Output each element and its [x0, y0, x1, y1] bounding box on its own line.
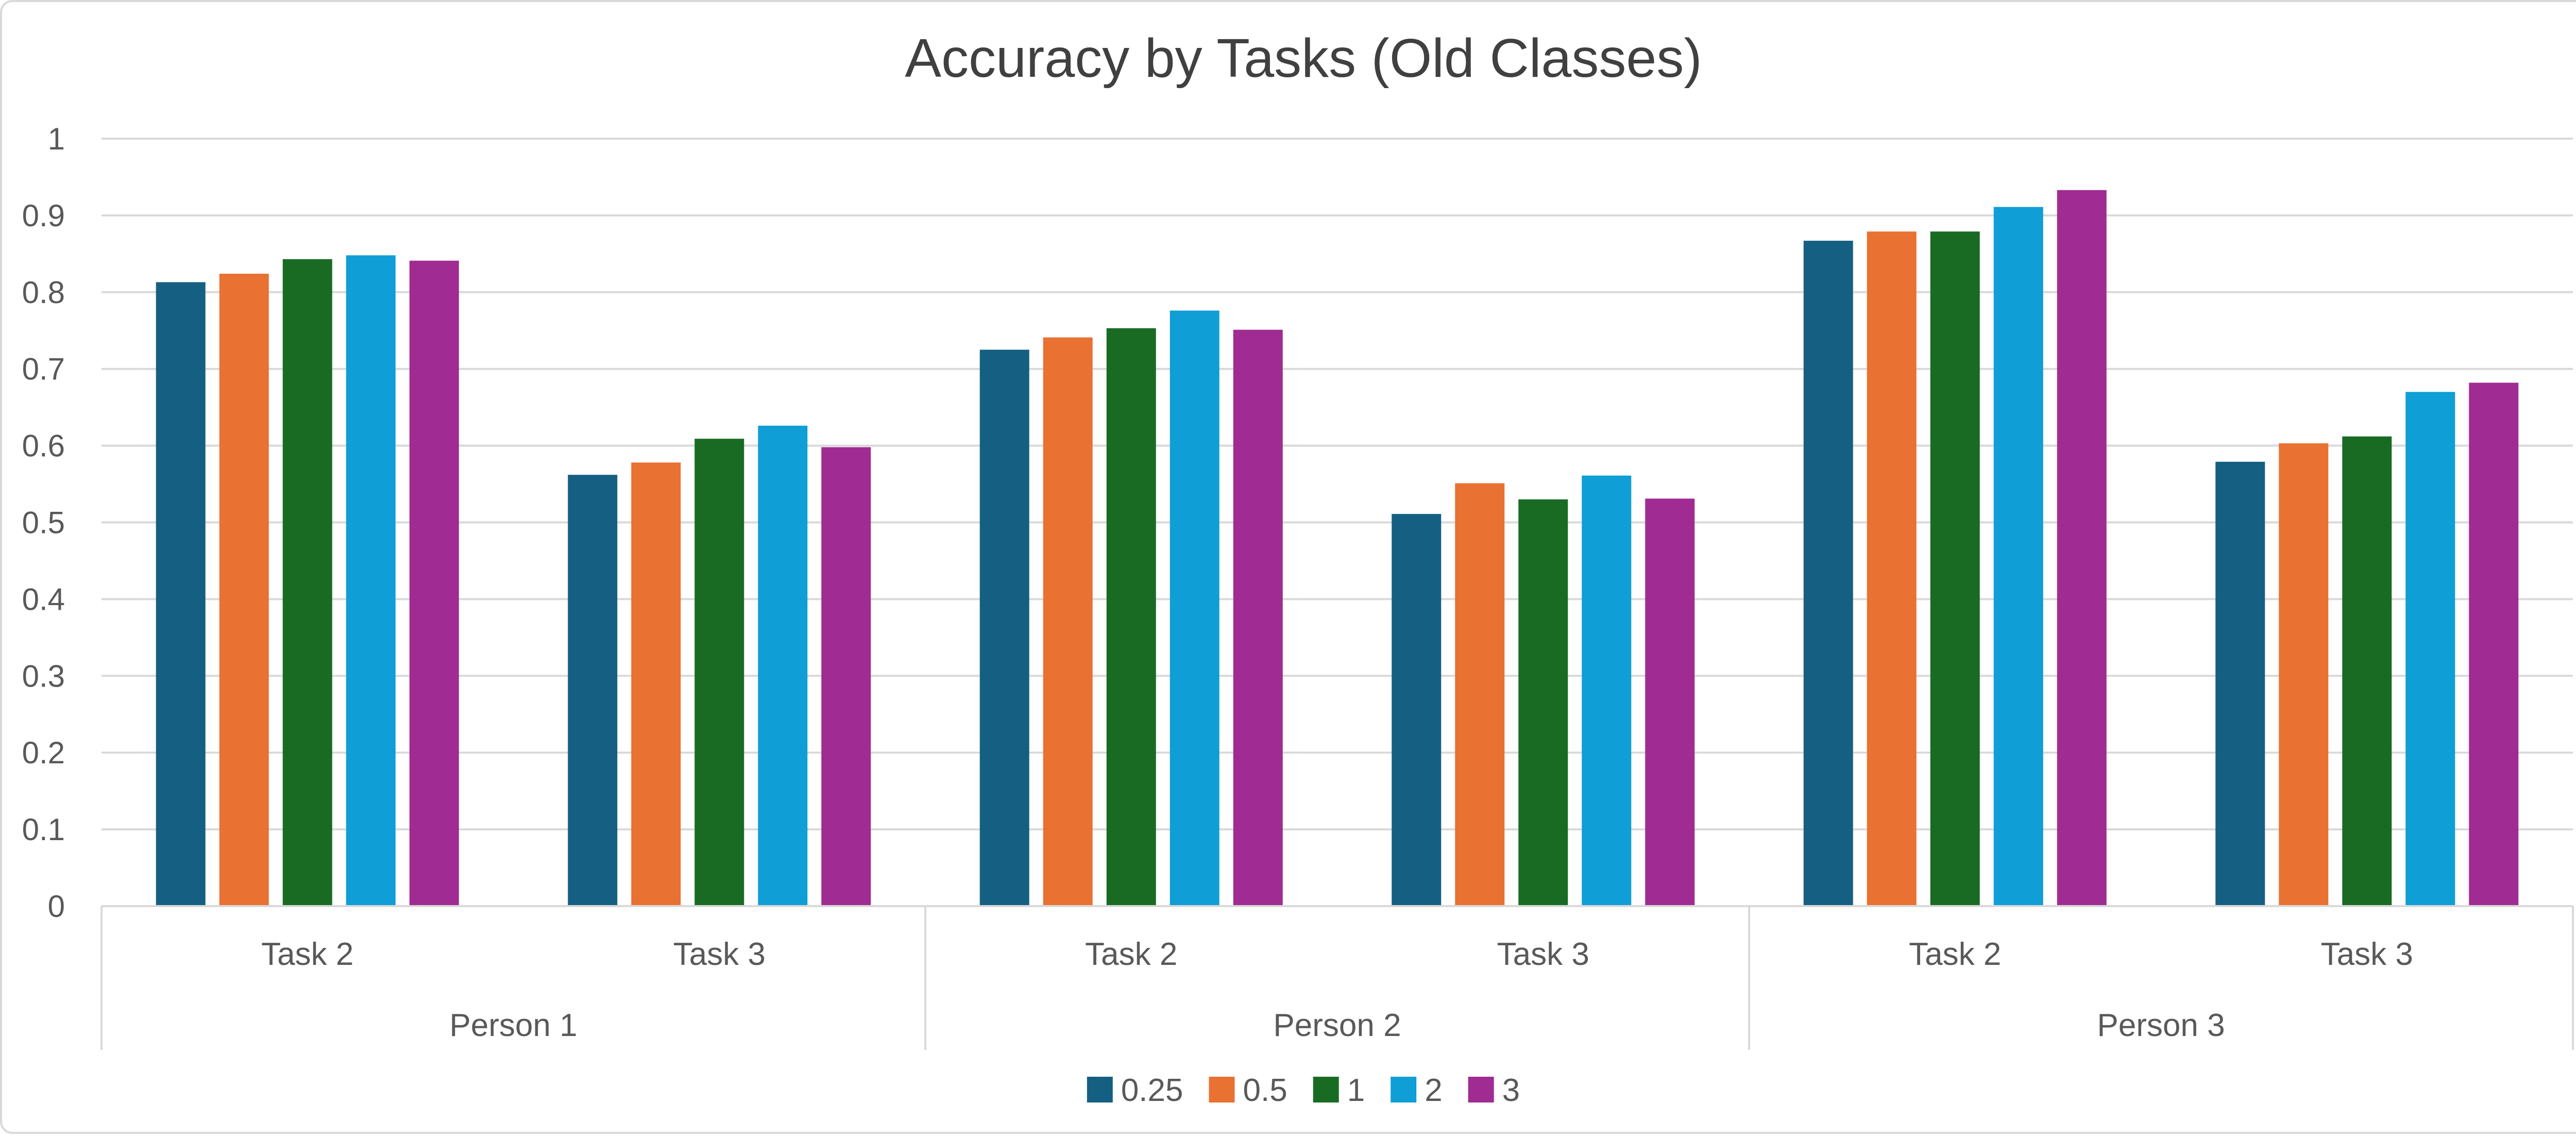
bar-3-task-2	[1233, 329, 1283, 906]
chart-title: Accuracy by Tasks (Old Classes)	[905, 28, 1702, 89]
y-tick-label: 0.4	[22, 582, 65, 616]
bar-1-task-3	[1518, 499, 1568, 906]
legend-swatch-0.25	[1087, 1077, 1113, 1102]
bar-3-task-3	[821, 447, 871, 906]
bar-0.5-task-3	[1455, 483, 1505, 906]
bar-3-task-2	[409, 260, 459, 907]
bar-0.25-task-3	[2215, 461, 2265, 906]
x-tick-label: Task 2	[1909, 937, 2001, 972]
legend: 0.25 0.5 1 2 3	[1087, 1073, 1520, 1108]
x-tick-label: Task 2	[1085, 937, 1177, 972]
bar-3-task-2	[2057, 190, 2107, 907]
x-tick-label: Task 3	[2321, 937, 2413, 972]
bar-1-task-3	[2342, 436, 2392, 906]
y-tick-label: 0.1	[22, 812, 65, 847]
legend-label: 2	[1425, 1073, 1442, 1108]
bar-2-task-3	[758, 425, 808, 906]
bar-0.25-task-3	[1392, 514, 1442, 906]
bar-2-task-2	[1170, 310, 1219, 906]
group-label: Person 1	[449, 1008, 577, 1043]
bar-1-task-2	[282, 259, 332, 907]
x-tick-label: Task 2	[261, 937, 353, 972]
y-tick-label: 0.6	[22, 429, 65, 463]
bar-0.25-task-2	[156, 282, 206, 906]
x-axis: Task 2 Task 3 Task 2 Task 3 Task 2 Task 3 Pers…	[100, 905, 2574, 1050]
legend-swatch-0.5	[1209, 1077, 1235, 1102]
bar-2-task-2	[346, 255, 396, 906]
bar-1-task-3	[694, 439, 744, 906]
bar-3-task-3	[2469, 382, 2519, 906]
bar-0.5-task-2	[219, 274, 269, 907]
x-tick-label: Task 3	[673, 937, 766, 972]
y-tick-label: 0.9	[22, 198, 65, 233]
legend-swatch-3	[1468, 1077, 1494, 1102]
legend-label: 0.25	[1121, 1073, 1183, 1108]
y-tick-label: 0.5	[22, 506, 65, 540]
legend-label: 0.5	[1243, 1073, 1287, 1108]
bar-0.5-task-3	[631, 462, 681, 906]
y-tick-label: 0.3	[22, 659, 65, 693]
legend-swatch-1	[1313, 1077, 1339, 1102]
y-tick-label: 0.8	[22, 275, 65, 310]
bar-0.25-task-2	[1803, 241, 1853, 906]
y-axis-ticks: 0 0.1 0.2 0.3 0.4 0.5 0.6 0.7 0.8 0.9 1	[22, 122, 65, 924]
legend-label: 1	[1347, 1073, 1365, 1108]
y-tick-label: 1	[48, 122, 65, 156]
group-label: Person 3	[2097, 1008, 2225, 1043]
bar-1-task-2	[1930, 231, 1980, 907]
gridlines	[101, 138, 2573, 831]
bar-3-task-3	[1645, 498, 1695, 906]
bar-1-task-2	[1106, 328, 1156, 907]
bar-0.25-task-2	[979, 349, 1029, 906]
legend-swatch-2	[1391, 1077, 1417, 1102]
group-label: Person 2	[1273, 1008, 1401, 1043]
y-tick-label: 0.2	[22, 736, 65, 770]
y-tick-label: 0.7	[22, 352, 65, 387]
bar-0.5-task-2	[1043, 337, 1093, 906]
bar-0.25-task-3	[568, 475, 618, 906]
bar-0.5-task-3	[2279, 443, 2329, 906]
bar-0.5-task-2	[1867, 231, 1917, 907]
y-tick-label: 0	[48, 889, 65, 924]
bar-2-task-2	[1993, 207, 2043, 906]
bars	[156, 190, 2519, 907]
legend-label: 3	[1502, 1073, 1520, 1108]
x-tick-label: Task 3	[1497, 937, 1589, 972]
bar-2-task-3	[2405, 392, 2455, 906]
bar-2-task-3	[1582, 475, 1632, 906]
